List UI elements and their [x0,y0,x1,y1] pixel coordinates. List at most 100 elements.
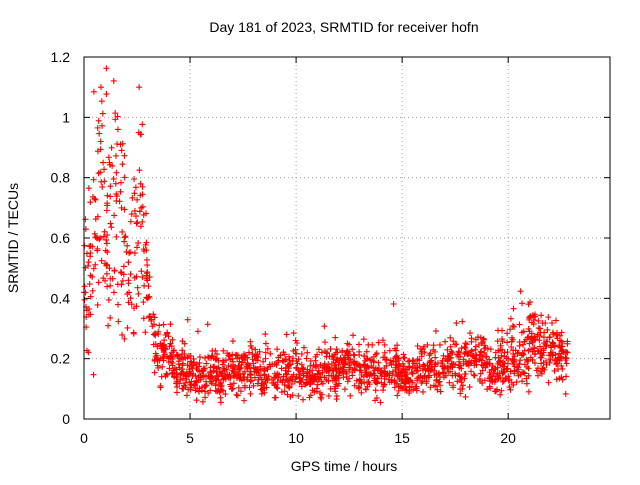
data-point [272,394,279,401]
data-point [239,359,246,366]
data-point [332,388,339,395]
data-point [243,363,250,370]
data-point [258,390,265,397]
data-point [452,372,459,379]
data-point [122,233,129,240]
data-point [229,338,236,345]
data-point [321,374,328,381]
data-point [249,356,256,363]
data-point [131,274,138,281]
data-point [400,363,407,370]
data-point [527,299,534,306]
data-point [564,349,571,356]
data-point [423,380,430,387]
data-point [137,223,144,230]
data-point [101,178,108,185]
data-point [467,330,474,337]
data-point [92,261,99,268]
data-point [274,346,281,353]
data-point [217,394,224,401]
data-point [398,367,405,374]
data-point [409,370,416,377]
data-point [333,357,340,364]
data-point [487,371,494,378]
y-tick-label: 0.2 [51,351,71,367]
data-point [167,340,174,347]
data-point [202,394,209,401]
data-point [324,367,331,374]
data-point [406,377,413,384]
data-point [545,379,552,386]
data-point [520,351,527,358]
data-point [433,370,440,377]
data-point [360,336,367,343]
data-point [91,195,98,202]
data-point [363,356,370,363]
data-point [513,379,520,386]
data-point [321,339,328,346]
data-point [450,338,457,345]
data-point [94,124,101,131]
data-point [432,354,439,361]
data-point [437,388,444,395]
data-point [525,333,532,340]
data-point [97,138,104,145]
data-point [500,369,507,376]
data-point [110,77,117,84]
data-point [327,345,334,352]
data-point [199,398,206,405]
data-point [336,372,343,379]
data-point [132,184,139,191]
data-point [373,350,380,357]
data-point [381,349,388,356]
data-point [562,354,569,361]
data-point [185,386,192,393]
data-point [559,343,566,350]
data-point [95,279,102,286]
data-point [333,346,340,353]
data-point [371,367,378,374]
data-point [144,295,151,302]
data-point [119,331,126,338]
data-point [494,370,501,377]
data-point [97,169,104,176]
data-point [553,376,560,383]
data-point [196,354,203,361]
data-point [278,389,285,396]
data-point [452,341,459,348]
data-point [528,335,535,342]
data-point [117,188,124,195]
data-point [375,359,382,366]
data-point [333,366,340,373]
data-point [107,193,114,200]
data-point [194,328,201,335]
data-point [107,282,114,289]
data-point [173,378,180,385]
data-point [403,371,410,378]
data-point [262,355,269,362]
data-point [544,326,551,333]
data-point [135,239,142,246]
data-point [273,361,280,368]
data-point [127,249,134,256]
data-point [377,399,384,406]
data-point [432,383,439,390]
data-point [151,314,158,321]
data-point [252,357,259,364]
data-point [355,383,362,390]
data-point [509,356,516,363]
data-point [528,319,535,326]
data-point [500,363,507,370]
data-point [207,369,214,376]
data-point [507,326,514,333]
data-point [300,364,307,371]
data-point [141,282,148,289]
data-point [421,375,428,382]
data-point [410,386,417,393]
data-point [171,347,178,354]
data-point [450,384,457,391]
data-point [85,185,92,192]
data-point [217,379,224,386]
data-point [222,391,229,398]
